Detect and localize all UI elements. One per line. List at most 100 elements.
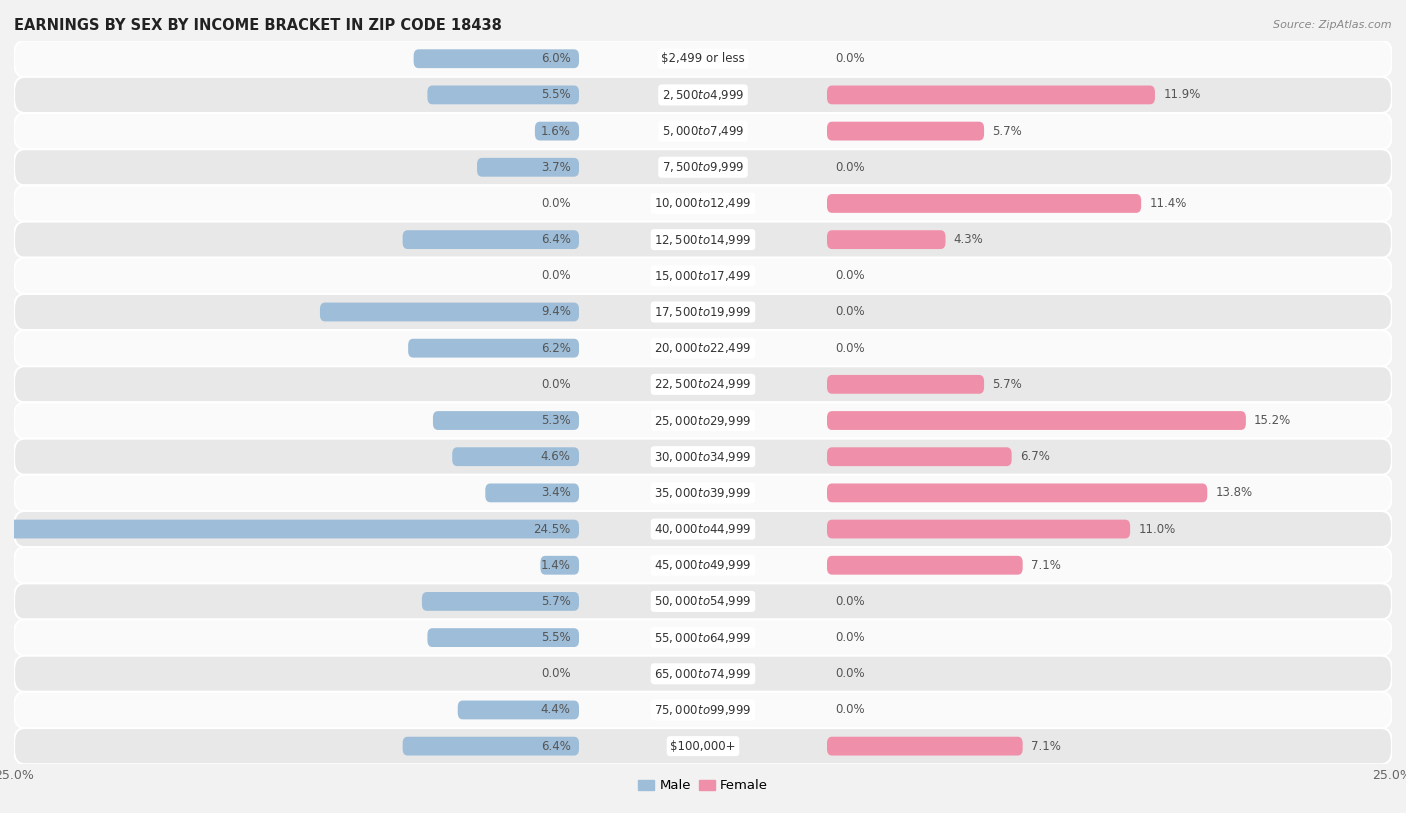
FancyBboxPatch shape [458,701,579,720]
FancyBboxPatch shape [427,85,579,104]
FancyBboxPatch shape [14,113,1392,150]
FancyBboxPatch shape [827,484,1208,502]
FancyBboxPatch shape [14,77,1392,113]
Text: 4.4%: 4.4% [541,703,571,716]
FancyBboxPatch shape [0,520,579,538]
FancyBboxPatch shape [433,411,579,430]
Text: 6.4%: 6.4% [541,740,571,753]
Text: 0.0%: 0.0% [835,703,865,716]
FancyBboxPatch shape [827,737,1022,755]
FancyBboxPatch shape [14,185,1392,221]
Text: 11.4%: 11.4% [1150,197,1187,210]
FancyBboxPatch shape [408,339,579,358]
Text: 3.7%: 3.7% [541,161,571,174]
Text: 0.0%: 0.0% [835,269,865,282]
FancyBboxPatch shape [14,366,1392,402]
Text: 6.0%: 6.0% [541,52,571,65]
FancyBboxPatch shape [14,294,1392,330]
FancyBboxPatch shape [540,556,579,575]
FancyBboxPatch shape [413,50,579,68]
Text: 5.7%: 5.7% [541,595,571,608]
FancyBboxPatch shape [827,447,1012,466]
Text: $12,500 to $14,999: $12,500 to $14,999 [654,233,752,246]
Text: $40,000 to $44,999: $40,000 to $44,999 [654,522,752,536]
FancyBboxPatch shape [827,230,945,249]
FancyBboxPatch shape [14,511,1392,547]
Text: 5.5%: 5.5% [541,89,571,102]
Text: 0.0%: 0.0% [835,52,865,65]
Text: 6.7%: 6.7% [1019,450,1050,463]
Text: 7.1%: 7.1% [1031,740,1060,753]
FancyBboxPatch shape [14,221,1392,258]
FancyBboxPatch shape [14,655,1392,692]
Text: $15,000 to $17,499: $15,000 to $17,499 [654,269,752,283]
Text: 0.0%: 0.0% [541,378,571,391]
Text: EARNINGS BY SEX BY INCOME BRACKET IN ZIP CODE 18438: EARNINGS BY SEX BY INCOME BRACKET IN ZIP… [14,18,502,33]
Text: 0.0%: 0.0% [835,667,865,680]
Text: $10,000 to $12,499: $10,000 to $12,499 [654,197,752,211]
Text: Source: ZipAtlas.com: Source: ZipAtlas.com [1274,20,1392,30]
Text: 0.0%: 0.0% [835,341,865,354]
Text: 24.5%: 24.5% [533,523,571,536]
FancyBboxPatch shape [14,584,1392,620]
FancyBboxPatch shape [827,556,1022,575]
FancyBboxPatch shape [827,375,984,393]
Text: $30,000 to $34,999: $30,000 to $34,999 [654,450,752,463]
Text: 0.0%: 0.0% [541,197,571,210]
Text: $45,000 to $49,999: $45,000 to $49,999 [654,559,752,572]
FancyBboxPatch shape [827,85,1154,104]
Text: 7.1%: 7.1% [1031,559,1060,572]
Text: 6.2%: 6.2% [541,341,571,354]
FancyBboxPatch shape [402,230,579,249]
FancyBboxPatch shape [427,628,579,647]
Text: 15.2%: 15.2% [1254,414,1291,427]
Text: $2,500 to $4,999: $2,500 to $4,999 [662,88,744,102]
FancyBboxPatch shape [534,122,579,141]
Text: 0.0%: 0.0% [835,161,865,174]
Legend: Male, Female: Male, Female [633,774,773,798]
FancyBboxPatch shape [485,484,579,502]
FancyBboxPatch shape [827,194,1142,213]
Text: 4.6%: 4.6% [541,450,571,463]
Text: 0.0%: 0.0% [835,595,865,608]
Text: 11.9%: 11.9% [1163,89,1201,102]
FancyBboxPatch shape [14,41,1392,77]
FancyBboxPatch shape [477,158,579,176]
Text: $5,000 to $7,499: $5,000 to $7,499 [662,124,744,138]
FancyBboxPatch shape [422,592,579,611]
FancyBboxPatch shape [402,737,579,755]
FancyBboxPatch shape [453,447,579,466]
Text: $65,000 to $74,999: $65,000 to $74,999 [654,667,752,680]
FancyBboxPatch shape [14,692,1392,728]
Text: $25,000 to $29,999: $25,000 to $29,999 [654,414,752,428]
FancyBboxPatch shape [827,411,1246,430]
Text: 5.7%: 5.7% [993,124,1022,137]
FancyBboxPatch shape [14,258,1392,294]
Text: $50,000 to $54,999: $50,000 to $54,999 [654,594,752,608]
Text: 11.0%: 11.0% [1139,523,1175,536]
Text: 5.5%: 5.5% [541,631,571,644]
Text: $55,000 to $64,999: $55,000 to $64,999 [654,631,752,645]
Text: $17,500 to $19,999: $17,500 to $19,999 [654,305,752,319]
Text: 0.0%: 0.0% [835,631,865,644]
Text: $7,500 to $9,999: $7,500 to $9,999 [662,160,744,174]
Text: 3.4%: 3.4% [541,486,571,499]
Text: 13.8%: 13.8% [1216,486,1253,499]
Text: 9.4%: 9.4% [541,306,571,319]
Text: 1.4%: 1.4% [541,559,571,572]
FancyBboxPatch shape [827,520,1130,538]
Text: 0.0%: 0.0% [541,269,571,282]
Text: 1.6%: 1.6% [541,124,571,137]
FancyBboxPatch shape [14,439,1392,475]
FancyBboxPatch shape [14,402,1392,439]
FancyBboxPatch shape [14,620,1392,655]
FancyBboxPatch shape [14,150,1392,185]
Text: $22,500 to $24,999: $22,500 to $24,999 [654,377,752,391]
Text: 4.3%: 4.3% [953,233,984,246]
Text: 0.0%: 0.0% [835,306,865,319]
Text: 6.4%: 6.4% [541,233,571,246]
Text: $100,000+: $100,000+ [671,740,735,753]
FancyBboxPatch shape [14,475,1392,511]
Text: $20,000 to $22,499: $20,000 to $22,499 [654,341,752,355]
Text: 5.7%: 5.7% [993,378,1022,391]
